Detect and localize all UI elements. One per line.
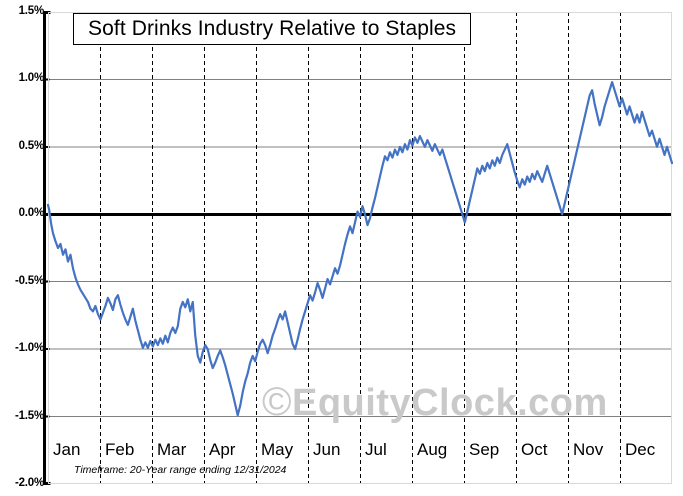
x-tick-label-apr: Apr: [209, 440, 236, 459]
y-tick-label: -1.0%: [14, 342, 44, 355]
x-axis-labels: Jan Feb Mar Apr May Jun Jul Aug Sep Oct Nov Dec: [48, 440, 672, 466]
x-tick-label-nov: Nov: [573, 440, 604, 459]
x-tick-label-dec: Dec: [625, 440, 656, 459]
y-tick-label: -2.0%: [14, 477, 44, 489]
timeframe-note: Timeframe: 20-Year range ending 12/31/20…: [74, 464, 287, 476]
y-tick-label: -1.5%: [14, 409, 44, 422]
x-tick-label-jun: Jun: [313, 440, 341, 459]
x-tick-label-feb: Feb: [105, 440, 135, 459]
y-tick-label: 1.5%: [18, 5, 45, 17]
y-tick-label: 0.5%: [18, 139, 45, 152]
page-title: Soft Drinks Industry Relative to Staples: [88, 17, 457, 40]
y-axis-labels: 1.5% 1.0% 0.5% 0.0% -0.5% -1.0% -1.5% -2.0%: [0, 0, 44, 496]
gridlines-group: [48, 12, 672, 484]
plot-border: [48, 12, 672, 484]
x-tick-label-oct: Oct: [521, 440, 548, 459]
y-tick-label: 0.0%: [18, 207, 45, 220]
axis-lines-group: [43, 11, 672, 485]
chart-title-box: Soft Drinks Industry Relative to Staples: [73, 13, 472, 45]
x-tick-label-sep: Sep: [469, 440, 500, 459]
series-line-0: [46, 81, 674, 417]
x-tick-label-aug: Aug: [417, 440, 448, 459]
x-tick-label-jul: Jul: [365, 440, 387, 459]
x-tick-label-jan: Jan: [53, 440, 81, 459]
y-tick-label: 1.0%: [18, 72, 45, 85]
x-tick-label-may: May: [261, 440, 294, 459]
data-series-group: [46, 81, 674, 417]
y-axis-spine: [43, 11, 51, 485]
x-tick-label-mar: Mar: [157, 440, 187, 459]
y-tick-label: -0.5%: [14, 274, 44, 287]
